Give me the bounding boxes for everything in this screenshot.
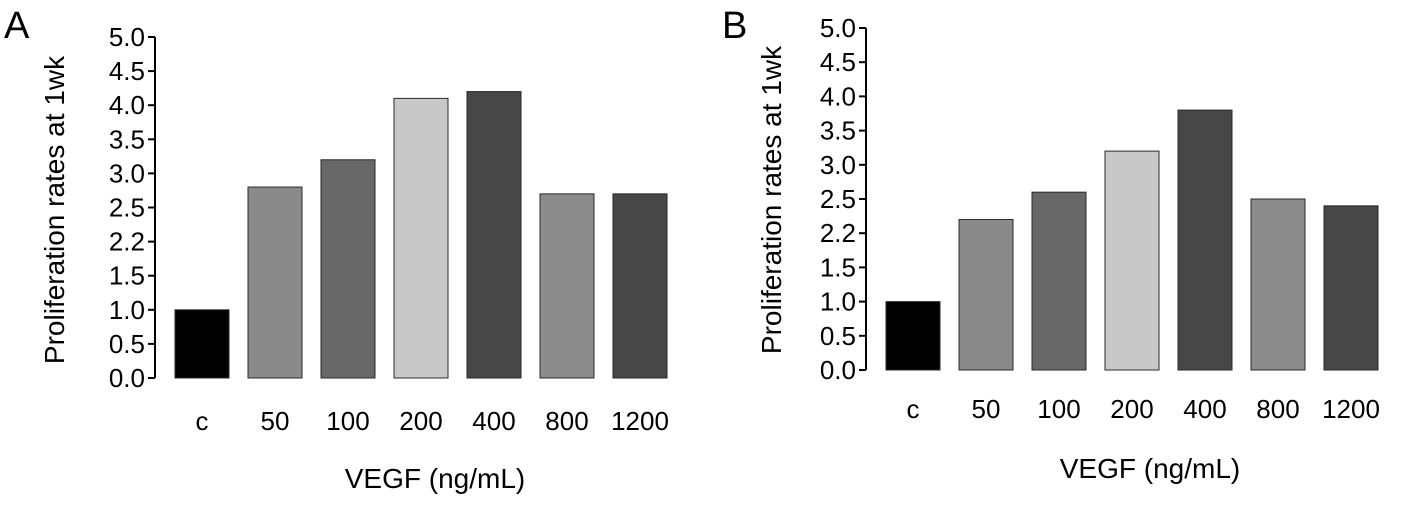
x-tick-label: 800: [545, 406, 588, 436]
y-axis-label: Proliferation rates at 1wk: [756, 45, 787, 354]
bar-100: [320, 159, 376, 379]
y-tick-label: 4.5: [109, 56, 145, 86]
bar-group: [885, 109, 1379, 371]
y-tick-label: 1.0: [109, 295, 145, 325]
x-axis-label: VEGF (ng/mL): [1060, 453, 1240, 484]
y-tick-label: 2.2: [820, 218, 856, 248]
bar-c: [174, 309, 230, 379]
bar-1200: [612, 193, 668, 379]
y-tick-label: 3.5: [820, 116, 856, 146]
bar-400: [1177, 109, 1233, 371]
y-tick-label: 4.0: [109, 90, 145, 120]
panel-label: A: [4, 5, 30, 47]
x-tick-label: 1200: [1322, 394, 1380, 424]
bar-800: [1250, 198, 1306, 371]
x-tick-label: c: [907, 394, 920, 424]
x-tick-labels: c 50 100 200 400 800 1200: [196, 406, 669, 436]
panel-label: B: [722, 5, 747, 47]
y-tick-label: 0.5: [109, 329, 145, 359]
bar-1200: [1323, 205, 1379, 371]
x-tick-label: 100: [1037, 394, 1080, 424]
y-tick-label: 2.5: [820, 184, 856, 214]
x-tick-label: 200: [399, 406, 442, 436]
y-axis-label: Proliferation rates at 1wk: [39, 55, 70, 364]
bar-group: [174, 91, 668, 379]
y-tick-label: 0.0: [820, 355, 856, 385]
bar-100: [1031, 191, 1087, 371]
x-tick-label: 100: [326, 406, 369, 436]
y-tick-label: 1.0: [820, 287, 856, 317]
x-tick-label: 800: [1256, 394, 1299, 424]
bar-50: [247, 186, 303, 379]
x-tick-labels: c 50 100 200 400 800 1200: [907, 394, 1380, 424]
y-tick-label: 1.5: [820, 252, 856, 282]
axes: [859, 27, 867, 371]
y-tick-labels: 0.0 0.5 1.0 1.5 2.2 2.5 3.0 3.5 4.0 4.5 5.0: [820, 13, 856, 385]
x-axis-label: VEGF (ng/mL): [345, 463, 525, 494]
y-tick-label: 2.2: [109, 227, 145, 257]
y-tick-label: 3.5: [109, 124, 145, 154]
x-tick-label: 400: [472, 406, 515, 436]
x-tick-label: 400: [1183, 394, 1226, 424]
x-tick-label: 50: [972, 394, 1001, 424]
y-tick-label: 1.5: [109, 261, 145, 291]
y-tick-label: 3.0: [109, 158, 145, 188]
y-tick-label: 3.0: [820, 150, 856, 180]
x-tick-label: c: [196, 406, 209, 436]
bar-800: [539, 193, 595, 379]
panel-a: A Proliferation rates at 1wk VEGF (ng/mL…: [4, 5, 669, 494]
y-tick-label: 0.0: [109, 363, 145, 393]
axes: [148, 36, 156, 379]
panel-b: B Proliferation rates at 1wk VEGF (ng/mL…: [722, 5, 1380, 484]
y-tick-label: 5.0: [109, 22, 145, 52]
x-tick-label: 200: [1110, 394, 1153, 424]
y-tick-label: 5.0: [820, 13, 856, 43]
x-tick-label: 1200: [611, 406, 669, 436]
y-tick-label: 2.5: [109, 193, 145, 223]
y-tick-label: 4.5: [820, 47, 856, 77]
x-tick-label: 50: [261, 406, 290, 436]
y-tick-labels: 0.0 0.5 1.0 1.5 2.2 2.5 3.0 3.5 4.0 4.5 5.0: [109, 22, 145, 393]
bar-c: [885, 301, 941, 371]
bar-200: [393, 97, 449, 379]
bar-50: [958, 219, 1014, 371]
bar-400: [466, 91, 522, 379]
y-tick-label: 0.5: [820, 321, 856, 351]
bar-200: [1104, 150, 1160, 371]
y-tick-label: 4.0: [820, 81, 856, 111]
